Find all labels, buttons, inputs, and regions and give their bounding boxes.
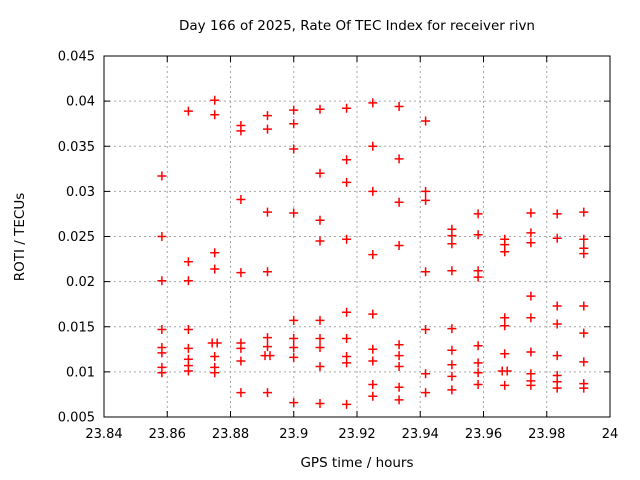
y-tick-label: 0.035 [58,140,95,155]
data-points [157,95,589,409]
x-tick-label: 23.86 [149,427,186,442]
tick-labels: 23.84 23.86 23.88 23.9 23.92 23.94 23.96 23.98 2… [58,50,618,443]
y-tick-label: 0.025 [58,230,95,245]
x-tick-label: 23.98 [528,427,565,442]
y-tick-label: 0.02 [66,275,95,290]
x-tick-label: 23.96 [465,427,502,442]
y-tick-label: 0.01 [66,365,95,380]
y-tick-label: 0.03 [66,185,95,200]
x-axis-label: GPS time / hours [300,455,414,471]
y-tick-label: 0.04 [66,95,95,110]
x-tick-label: 23.88 [212,427,249,442]
x-tick-label: 23.92 [338,427,375,442]
x-tick-label: 23.9 [279,427,308,442]
y-tick-label: 0.015 [58,320,95,335]
y-tick-label: 0.005 [58,411,95,426]
grid-lines [104,56,610,417]
chart-title: Day 166 of 2025, Rate Of TEC Index for r… [179,18,535,34]
series-roti-markers [157,95,589,409]
x-tick-label: 23.94 [402,427,439,442]
y-tick-label: 0.045 [58,50,95,65]
x-tick-label: 24 [602,427,619,442]
x-tick-label: 23.84 [85,427,122,442]
axes-and-ticks [103,55,611,418]
